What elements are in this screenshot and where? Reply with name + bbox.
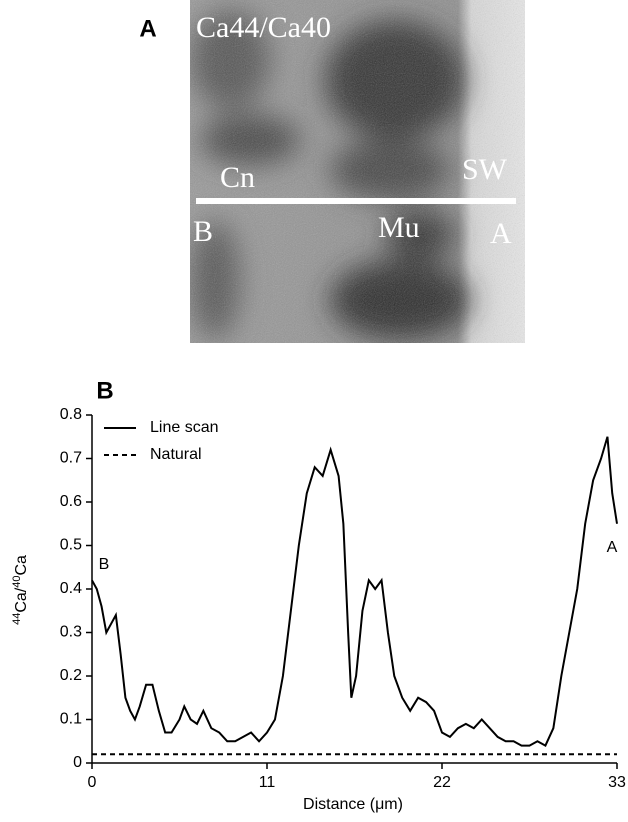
- y-axis-label: 44Ca/40Ca: [11, 555, 30, 625]
- legend-label: Natural: [150, 446, 202, 463]
- image-label: SW: [462, 153, 508, 186]
- image-label: A: [490, 217, 512, 250]
- legend-label: Line scan: [150, 419, 219, 436]
- y-tick-label: 0.8: [60, 406, 82, 423]
- superscript: 44: [11, 613, 23, 625]
- x-axis-label: Distance (μm): [303, 796, 403, 813]
- y-tick-label: 0.7: [60, 450, 82, 467]
- y-tick-label: 0.1: [60, 711, 82, 728]
- annotation: B: [99, 556, 110, 573]
- y-tick-label: 0.2: [60, 667, 82, 684]
- panel-label: B: [96, 377, 113, 404]
- y-tick-label: 0.5: [60, 537, 82, 554]
- x-tick-label: 22: [433, 774, 451, 791]
- x-tick-label: 11: [259, 774, 276, 791]
- panel-label: A: [139, 15, 156, 42]
- image-title: Ca44/Ca40: [196, 11, 331, 44]
- image-label: Cn: [220, 161, 255, 194]
- image-label: Mu: [378, 211, 420, 244]
- y-tick-label: 0.6: [60, 493, 82, 510]
- ylabel-part: Ca: [13, 555, 30, 576]
- y-tick-label: 0.4: [60, 580, 82, 597]
- superscript: 40: [11, 576, 23, 588]
- x-tick-label: 0: [88, 774, 97, 791]
- annotation: A: [607, 539, 618, 556]
- y-tick-label: 0: [73, 754, 82, 771]
- micrograph: [190, 0, 525, 343]
- data-line: [91, 436, 618, 747]
- x-tick-label: 33: [608, 774, 626, 791]
- y-tick-label: 0.3: [60, 624, 82, 641]
- ylabel-part: Ca/: [13, 587, 30, 612]
- image-label: B: [193, 215, 213, 248]
